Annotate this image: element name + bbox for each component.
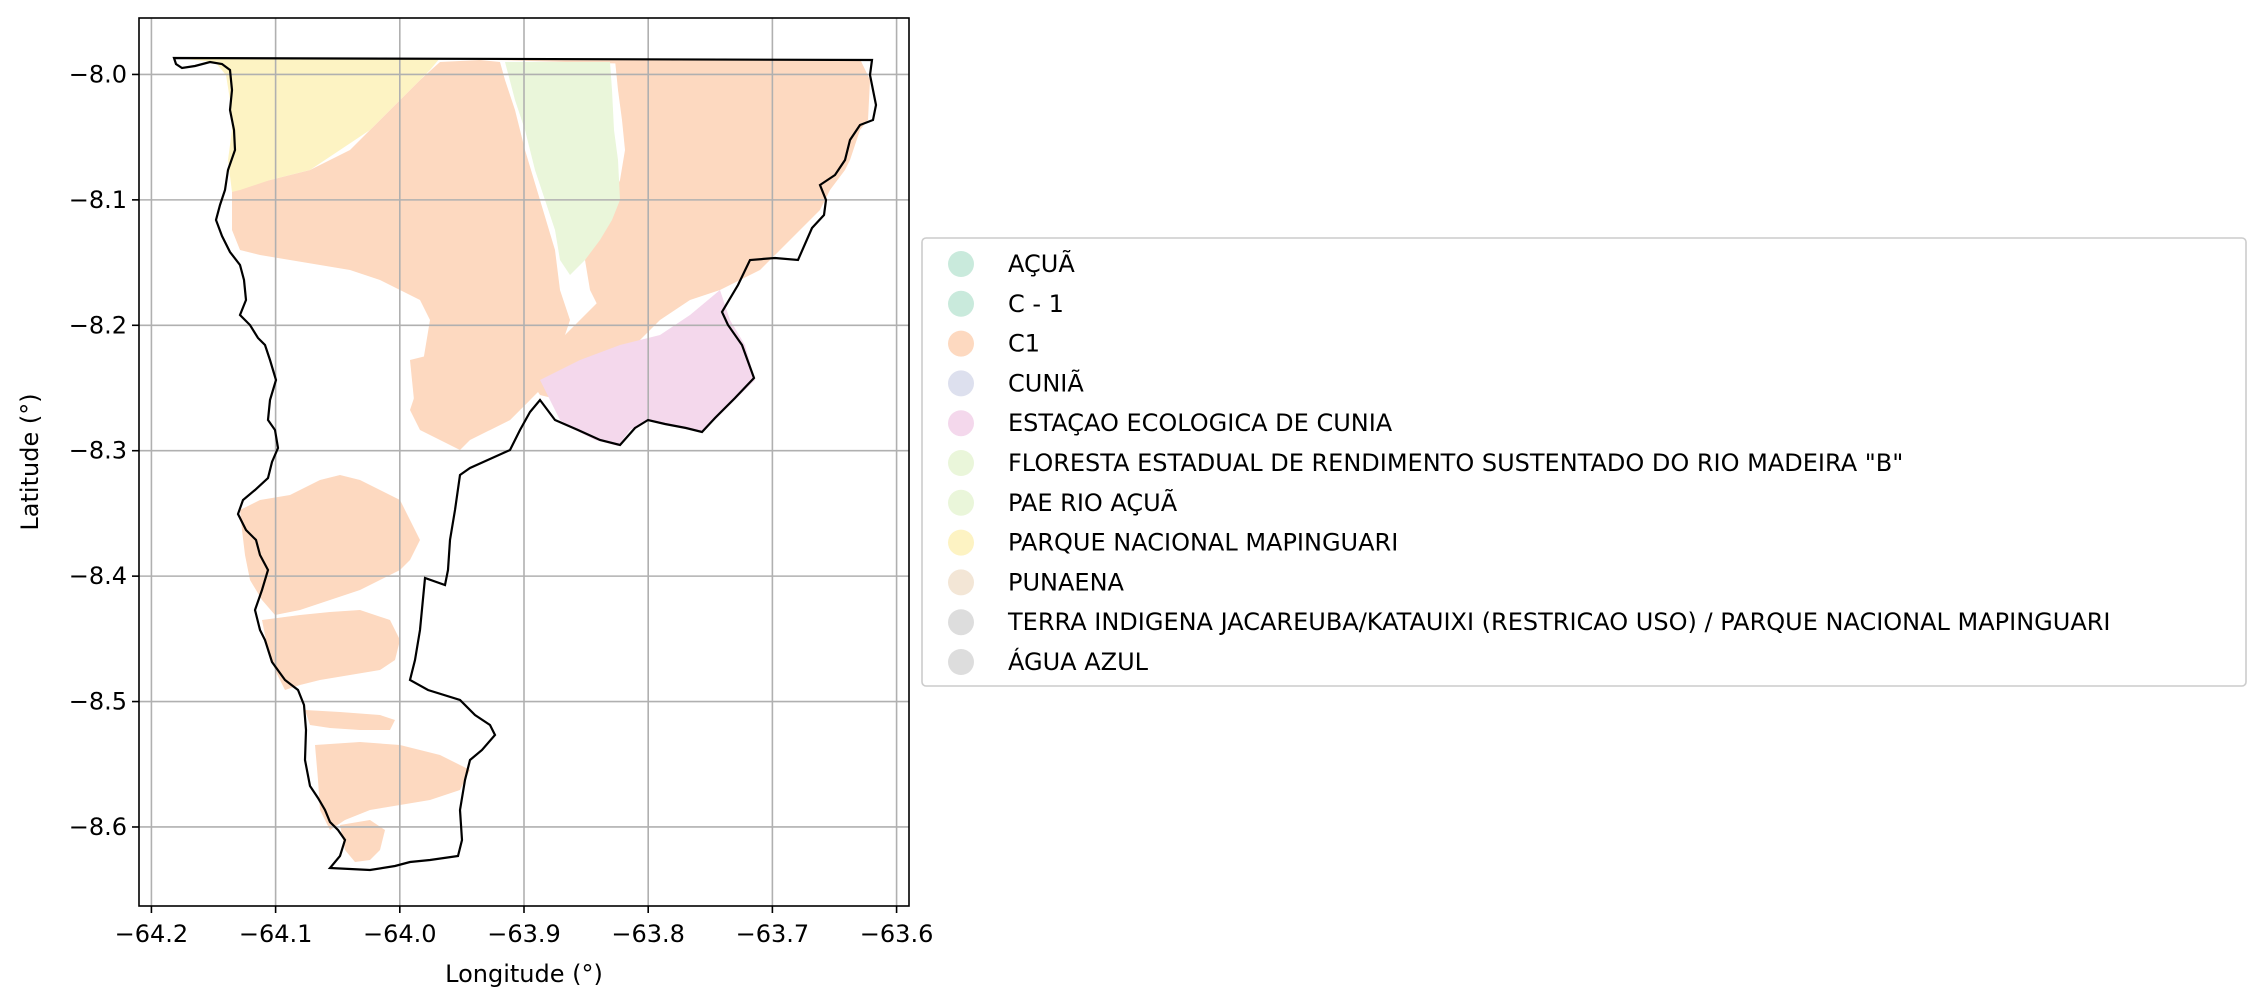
legend-label: ÁGUA AZUL [1008, 647, 1149, 676]
legend-marker [948, 330, 974, 357]
legend-marker [948, 370, 974, 397]
zone-parque-nacional-mapinguari [175, 58, 440, 192]
grid-lines [139, 18, 909, 906]
x-axis-ticks: −64.2 −64.1 −64.0 −63.9 −63.8 −63.7 −63.6 [115, 906, 934, 948]
legend-frame [921, 237, 2247, 687]
legend-label: PARQUE NACIONAL MAPINGUARI [1008, 529, 1398, 557]
legend-marker [948, 529, 974, 556]
legend-marker [948, 609, 974, 636]
legend-label: CUNIÃ [1008, 367, 1084, 397]
zone-c1-east [585, 60, 868, 330]
map-zones [175, 58, 870, 862]
x-tick-label: −63.9 [487, 920, 561, 948]
y-tick-label: −8.0 [69, 60, 127, 88]
y-tick-label: −8.4 [69, 562, 127, 590]
legend-label: PUNAENA [1008, 568, 1125, 596]
legend-marker [948, 251, 974, 277]
y-tick-label: −8.5 [69, 688, 127, 716]
zone-c1-mid [410, 345, 540, 440]
legend-marker [948, 410, 974, 437]
y-axis-title: Latitude (°) [16, 393, 44, 530]
legend-label: C1 [1008, 330, 1040, 358]
zone-c1-south-d [315, 742, 470, 830]
x-tick-label: −63.6 [860, 920, 934, 948]
legend-label: ESTAÇAO ECOLOGICA DE CUNIA [1008, 409, 1393, 437]
zone-c1-south-a [240, 475, 420, 615]
municipality-boundary [172, 56, 878, 872]
x-tick-label: −64.1 [239, 920, 313, 948]
map-plot-area [138, 17, 910, 907]
legend-marker [948, 569, 974, 596]
x-axis-title: Longitude (°) [445, 960, 603, 988]
legend-label: PAE RIO AÇUÃ [1008, 487, 1178, 517]
legend-marker [948, 649, 974, 675]
y-tick-label: −8.3 [69, 437, 127, 465]
legend-marker [948, 489, 974, 516]
x-tick-label: −63.7 [736, 920, 810, 948]
x-tick-label: −64.0 [363, 920, 437, 948]
y-axis-ticks: −8.0 −8.1 −8.2 −8.3 −8.4 −8.5 −8.6 [69, 60, 139, 841]
legend-marker [948, 290, 974, 317]
y-tick-label: −8.2 [69, 311, 127, 339]
legend: AÇUÃ C - 1 C1 CUNIÃ ESTAÇAO ECOLOGICA DE CUN… [921, 237, 2247, 687]
x-tick-label: −64.2 [115, 920, 189, 948]
zone-c1-south-e [340, 820, 385, 862]
x-tick-label: −63.8 [611, 920, 685, 948]
legend-label: AÇUÃ [1008, 248, 1075, 278]
legend-label: FLORESTA ESTADUAL DE RENDIMENTO SUSTENTA… [1008, 449, 1903, 477]
zone-floresta-estadual [505, 62, 620, 275]
legend-items: AÇUÃ C - 1 C1 CUNIÃ ESTAÇAO ECOLOGICA DE CUN… [948, 248, 2111, 676]
zone-c1-south-c [305, 710, 395, 730]
legend-label: C - 1 [1008, 290, 1064, 318]
legend-label: TERRA INDIGENA JACAREUBA/KATAUIXI (RESTR… [1007, 608, 2111, 636]
zone-c1-south-b [262, 610, 400, 690]
legend-marker [948, 450, 974, 476]
y-tick-label: −8.6 [69, 813, 127, 841]
y-tick-label: −8.1 [69, 186, 127, 214]
